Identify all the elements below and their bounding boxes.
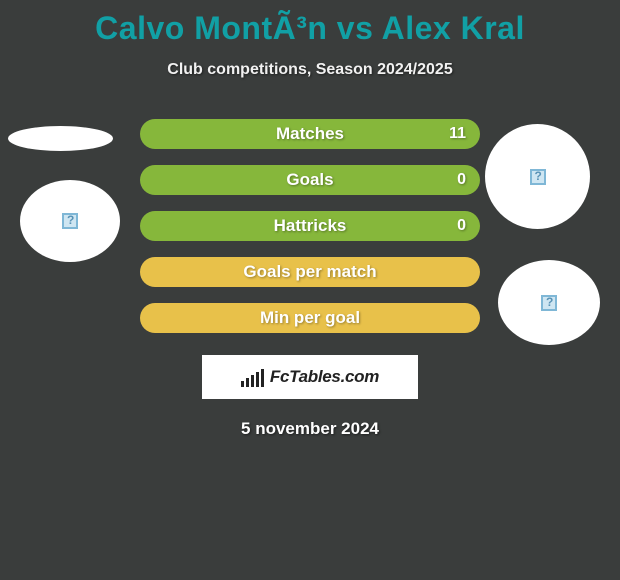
stat-row-matches: Matches 11 (140, 119, 480, 149)
avatar-placeholder-right-top (485, 124, 590, 229)
avatar-placeholder-left (20, 180, 120, 262)
stat-row-goals-per-match: Goals per match (140, 257, 480, 287)
stat-value: 0 (457, 217, 466, 235)
stat-label: Hattricks (274, 216, 347, 236)
stat-row-min-per-goal: Min per goal (140, 303, 480, 333)
stat-value: 11 (449, 125, 466, 143)
page-subtitle: Club competitions, Season 2024/2025 (0, 61, 620, 79)
page-title: Calvo MontÃ³n vs Alex Kral (0, 0, 620, 47)
stat-label: Min per goal (260, 308, 360, 328)
branding-logo: FcTables.com (202, 355, 418, 399)
stat-value: 0 (457, 171, 466, 189)
stat-label: Goals (286, 170, 333, 190)
footer-date: 5 november 2024 (0, 419, 620, 439)
decoration-ellipse (8, 126, 113, 151)
stat-row-hattricks: Hattricks 0 (140, 211, 480, 241)
stat-row-goals: Goals 0 (140, 165, 480, 195)
image-placeholder-icon (541, 295, 557, 311)
logo-bars-icon (241, 367, 264, 387)
stat-label: Goals per match (243, 262, 376, 282)
avatar-placeholder-right-bottom (498, 260, 600, 345)
image-placeholder-icon (530, 169, 546, 185)
image-placeholder-icon (62, 213, 78, 229)
logo-text: FcTables.com (270, 367, 379, 387)
stat-label: Matches (276, 124, 344, 144)
